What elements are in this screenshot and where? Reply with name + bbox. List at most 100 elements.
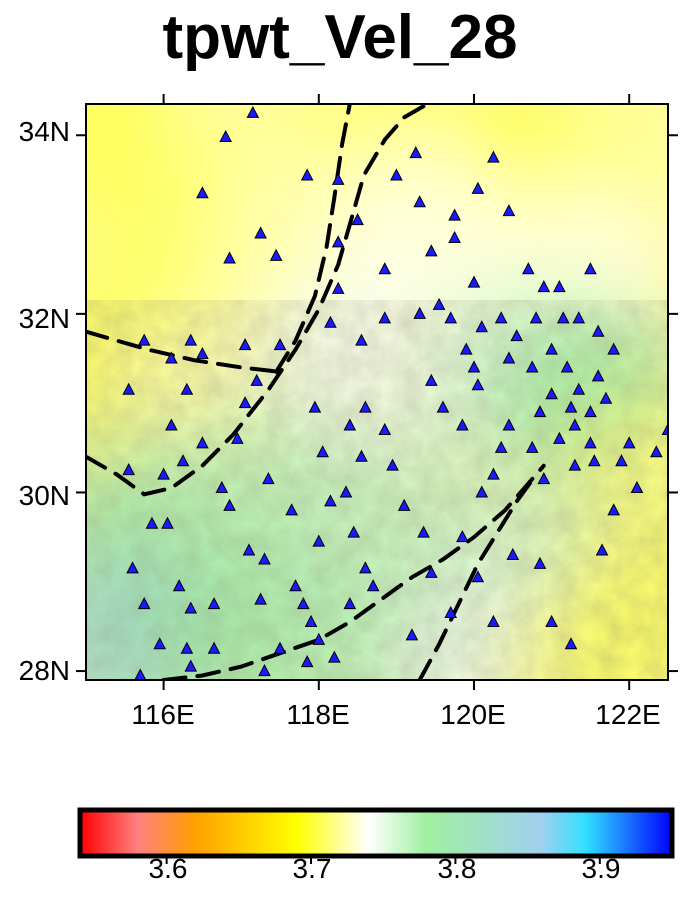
station-60 xyxy=(650,445,663,458)
station-26 xyxy=(432,297,446,310)
lon-label-120: 120E xyxy=(440,699,506,730)
station-55 xyxy=(568,418,582,431)
station-117 xyxy=(424,373,438,386)
station-70 xyxy=(165,418,178,431)
station-50 xyxy=(502,418,516,431)
station-54 xyxy=(564,400,578,413)
station-2 xyxy=(196,186,209,199)
station-21 xyxy=(521,262,535,275)
station-46 xyxy=(599,391,613,404)
station-111 xyxy=(378,422,392,435)
station-124 xyxy=(506,547,520,560)
station-28 xyxy=(378,311,392,324)
station-76 xyxy=(161,516,174,529)
station-106 xyxy=(339,485,353,498)
station-53 xyxy=(475,485,489,498)
station-20 xyxy=(378,262,392,275)
station-25 xyxy=(467,275,481,288)
station-0 xyxy=(246,105,260,118)
station-126 xyxy=(545,614,558,627)
colorbar-label-3-6: 3.6 xyxy=(148,853,188,884)
station-61 xyxy=(661,422,668,435)
station-135 xyxy=(355,333,368,346)
station-13 xyxy=(413,195,427,208)
station-52 xyxy=(487,467,500,480)
station-128 xyxy=(487,614,500,627)
station-91 xyxy=(250,373,264,386)
station-48 xyxy=(533,405,547,418)
station-89 xyxy=(238,396,252,409)
station-49 xyxy=(525,440,539,453)
station-137 xyxy=(258,663,271,677)
topography-relief xyxy=(86,300,668,680)
fault-line-1 xyxy=(86,104,430,497)
fault-line-0 xyxy=(86,329,282,374)
station-136 xyxy=(238,338,252,351)
station-139 xyxy=(467,360,481,373)
station-15 xyxy=(471,181,485,194)
lon-label-116: 116E xyxy=(131,699,195,730)
colorbar-label-3-7: 3.7 xyxy=(292,853,332,884)
station-7 xyxy=(300,168,314,181)
station-3 xyxy=(254,226,267,239)
station-119 xyxy=(471,378,485,391)
colorbar-label-3-8: 3.8 xyxy=(437,853,477,884)
fault-line-4 xyxy=(417,472,539,680)
station-93 xyxy=(258,552,271,565)
station-134 xyxy=(324,315,337,328)
station-114 xyxy=(417,525,430,538)
station-98 xyxy=(304,614,318,627)
station-65 xyxy=(196,346,209,360)
station-69 xyxy=(122,382,136,395)
station-14 xyxy=(448,208,461,221)
station-42 xyxy=(545,387,558,400)
station-105 xyxy=(308,400,322,413)
station-66 xyxy=(165,351,178,364)
fault-line-3 xyxy=(161,463,546,680)
station-62 xyxy=(568,458,582,471)
station-68 xyxy=(180,382,194,395)
station-43 xyxy=(560,360,574,373)
station-40 xyxy=(525,360,539,373)
station-107 xyxy=(347,525,361,538)
station-99 xyxy=(312,632,326,645)
station-121 xyxy=(359,400,372,413)
station-38 xyxy=(607,342,621,355)
station-120 xyxy=(343,418,357,431)
station-58 xyxy=(622,436,636,449)
station-37 xyxy=(591,324,605,337)
station-11 xyxy=(390,168,403,181)
station-125 xyxy=(533,556,547,569)
station-32 xyxy=(494,311,508,324)
station-130 xyxy=(405,628,419,641)
station-100 xyxy=(327,650,341,663)
station-123 xyxy=(471,570,485,583)
station-72 xyxy=(176,454,190,467)
station-19 xyxy=(424,244,438,257)
station-56 xyxy=(584,436,597,449)
station-44 xyxy=(572,382,586,395)
station-36 xyxy=(572,311,586,324)
station-112 xyxy=(386,458,399,471)
station-23 xyxy=(584,262,597,275)
station-81 xyxy=(153,637,167,650)
station-122 xyxy=(456,530,469,543)
station-30 xyxy=(459,342,473,355)
station-75 xyxy=(145,516,159,529)
station-90 xyxy=(262,471,275,485)
station-118 xyxy=(456,418,469,431)
station-109 xyxy=(366,579,380,592)
station-78 xyxy=(137,597,151,610)
station-4 xyxy=(223,251,236,264)
station-10 xyxy=(331,281,345,294)
station-115 xyxy=(424,565,438,578)
station-39 xyxy=(545,342,558,355)
station-64 xyxy=(184,333,198,346)
station-88 xyxy=(230,431,244,444)
lon-label-118: 118E xyxy=(286,699,350,730)
station-63 xyxy=(537,471,551,485)
lat-label-30: 30N xyxy=(18,480,70,511)
colorbar-label-3-9: 3.9 xyxy=(581,853,621,884)
station-113 xyxy=(397,498,411,511)
